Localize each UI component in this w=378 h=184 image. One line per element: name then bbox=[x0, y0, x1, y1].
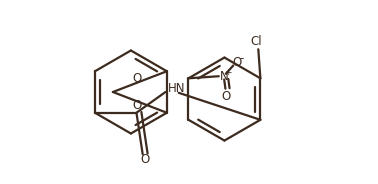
Text: O: O bbox=[133, 99, 142, 112]
Text: HN: HN bbox=[167, 82, 185, 95]
Text: O: O bbox=[140, 153, 149, 166]
Text: O: O bbox=[133, 72, 142, 85]
Text: O: O bbox=[232, 56, 241, 69]
Text: O: O bbox=[221, 90, 231, 103]
Text: +: + bbox=[224, 68, 232, 77]
Text: -: - bbox=[240, 52, 244, 65]
Text: N: N bbox=[219, 70, 228, 83]
Text: Cl: Cl bbox=[250, 35, 262, 48]
